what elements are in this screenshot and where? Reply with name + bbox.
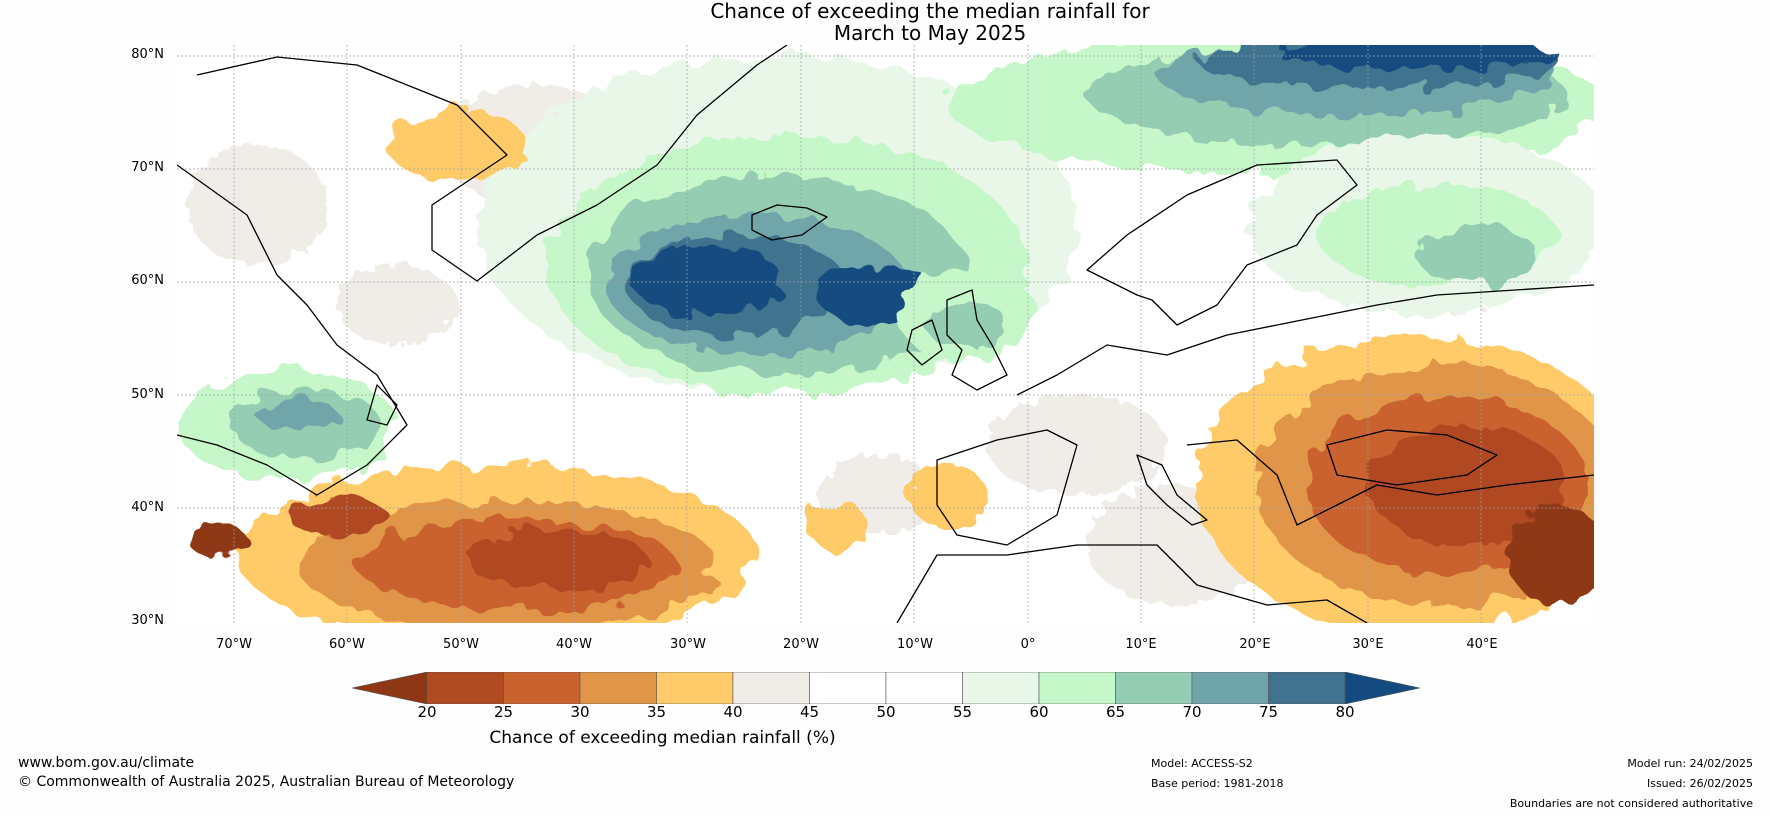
lon-label-20w: 20°W [783, 637, 819, 652]
colorbar-bin [426, 672, 504, 704]
lon-label-60w: 60°W [329, 637, 365, 652]
colorbar-bin [1191, 672, 1269, 704]
colorbar-tick-label: 65 [1105, 703, 1126, 721]
lat-label-80n: 80°N [131, 47, 164, 62]
base-period-text: Base period: 1981-2018 [1151, 777, 1284, 790]
colorbar-bin [809, 672, 887, 704]
colorbar-tick-label: 35 [646, 703, 667, 721]
copyright-text: © Commonwealth of Australia 2025, Austra… [18, 774, 515, 790]
colorbar-tick-label: 45 [799, 703, 820, 721]
website-link[interactable]: www.bom.gov.au/climate [18, 755, 195, 771]
colorbar-tick-label: 50 [876, 703, 896, 721]
lon-label-40w: 40°W [556, 637, 592, 652]
colorbar-tick-label: 60 [1029, 703, 1049, 721]
issued-text: Issued: 26/02/2025 [1646, 777, 1753, 790]
colorbar-bin [885, 672, 963, 704]
map-title-line2: March to May 2025 [833, 21, 1027, 45]
colorbar-tick-label: 70 [1182, 703, 1202, 721]
colorbar-right-arrow [1344, 672, 1420, 704]
colorbar-tick-label: 80 [1335, 703, 1355, 721]
lon-label-0: 0° [1020, 637, 1036, 652]
model-text: Model: ACCESS-S2 [1151, 757, 1253, 770]
colorbar-bin [1038, 672, 1116, 704]
lon-label-30e: 30°E [1352, 637, 1384, 652]
lon-label-20e: 20°E [1239, 637, 1271, 652]
colorbar-tick-label: 75 [1258, 703, 1279, 721]
model-run-text: Model run: 24/02/2025 [1627, 757, 1753, 770]
colorbar-label: Chance of exceeding median rainfall (%) [489, 728, 836, 748]
colorbar-left-arrow [352, 672, 428, 704]
lat-label-60n: 60°N [131, 273, 164, 288]
colorbar-bin [503, 672, 581, 704]
lon-label-10w: 10°W [897, 637, 933, 652]
colorbar-bin [1115, 672, 1193, 704]
colorbar-tick-label: 30 [570, 703, 590, 721]
lon-label-10e: 10°E [1125, 637, 1157, 652]
colorbar-bin [962, 672, 1040, 704]
lon-label-40e: 40°E [1466, 637, 1498, 652]
rainfall-map [177, 45, 1594, 623]
colorbar [352, 672, 1420, 704]
lat-label-50n: 50°N [131, 387, 164, 402]
lat-label-40n: 40°N [131, 500, 164, 515]
colorbar-tick-label: 40 [723, 703, 743, 721]
lon-label-30w: 30°W [670, 637, 706, 652]
lat-label-30n: 30°N [131, 613, 164, 628]
disclaimer-text: Boundaries are not considered authoritat… [1509, 797, 1753, 810]
lon-label-70w: 70°W [216, 637, 252, 652]
colorbar-tick-label: 25 [493, 703, 514, 721]
colorbar-bin [579, 672, 657, 704]
lat-label-70n: 70°N [131, 160, 164, 175]
colorbar-bin [732, 672, 810, 704]
colorbar-tick-label: 55 [952, 703, 973, 721]
colorbar-bin [1268, 672, 1346, 704]
colorbar-bin [656, 672, 734, 704]
lon-label-50w: 50°W [443, 637, 479, 652]
map-title-line1: Chance of exceeding the median rainfall … [710, 0, 1150, 23]
colorbar-tick-label: 20 [417, 703, 437, 721]
